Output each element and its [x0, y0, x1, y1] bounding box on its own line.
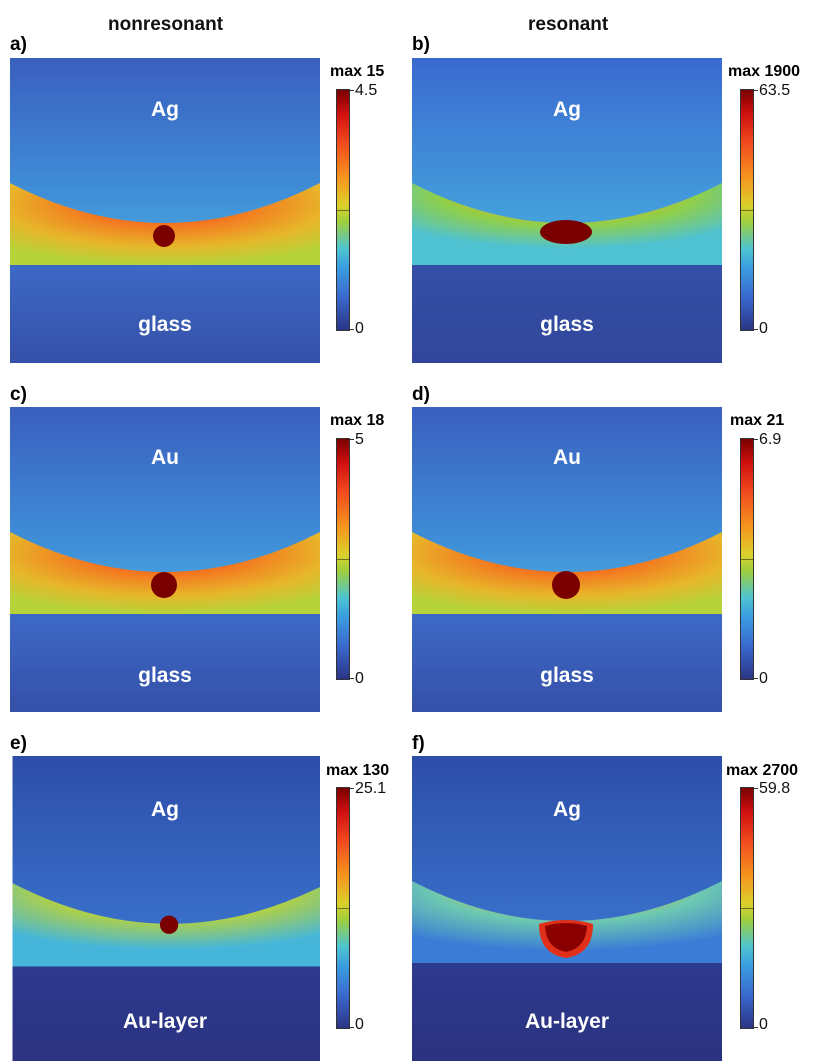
field-map-e	[12, 756, 320, 1061]
panel-label: c)	[10, 384, 27, 405]
panel-label: b)	[412, 34, 430, 55]
colorbar	[336, 787, 354, 1029]
max-enhancement-label: max 21	[730, 412, 785, 429]
field-map-f	[412, 756, 722, 1061]
colorbar-min-label: 0	[759, 320, 768, 337]
top-material-label: Ag	[151, 98, 179, 121]
colorbar-min-label: 0	[355, 1016, 364, 1033]
bottom-material-label: glass	[138, 664, 192, 687]
colorbar-min-label: 0	[355, 320, 364, 337]
colorbar-max-label: 5	[355, 431, 364, 448]
colorbar-max-label: 6.9	[759, 431, 782, 448]
max-enhancement-label: max 15	[330, 63, 385, 80]
field-map-b	[412, 58, 722, 363]
bottom-material-label: Au-layer	[122, 1010, 208, 1033]
top-material-label: Ag	[553, 98, 581, 121]
max-enhancement-label: max 18	[330, 412, 385, 429]
field-map-d	[412, 407, 722, 712]
top-material-label: Ag	[151, 798, 179, 821]
field-map-c	[10, 407, 320, 712]
max-enhancement-label: max 2700	[726, 762, 799, 779]
max-enhancement-label: max 130	[326, 762, 390, 779]
colorbar-min-label: 0	[759, 1016, 768, 1033]
colorbar	[336, 89, 354, 331]
colorbar-max-label: 59.8	[759, 780, 791, 797]
bottom-material-label: glass	[138, 313, 192, 336]
bottom-material-label: Au-layer	[524, 1010, 610, 1033]
colorbar-max-label: 63.5	[759, 82, 791, 99]
colorbar-min-label: 0	[355, 670, 364, 687]
colorbar	[740, 89, 758, 331]
panel-label: a)	[10, 34, 27, 55]
column-header-resonant: resonant	[528, 14, 609, 35]
colorbar	[740, 787, 758, 1029]
panel-label: e)	[10, 733, 27, 754]
column-header-nonresonant: nonresonant	[108, 14, 224, 35]
top-material-label: Au	[553, 446, 581, 469]
max-enhancement-label: max 1900	[728, 63, 801, 80]
colorbar-max-label: 4.5	[355, 82, 378, 99]
top-material-label: Ag	[553, 798, 581, 821]
bottom-material-label: glass	[540, 313, 594, 336]
panel-label: d)	[412, 384, 430, 405]
colorbar	[740, 438, 758, 680]
colorbar-min-label: 0	[759, 670, 768, 687]
top-material-label: Au	[151, 446, 179, 469]
colorbar-max-label: 25.1	[355, 780, 387, 797]
colorbar	[336, 438, 354, 680]
field-map-a	[10, 58, 320, 363]
bottom-material-label: glass	[540, 664, 594, 687]
panel-label: f)	[412, 733, 425, 754]
